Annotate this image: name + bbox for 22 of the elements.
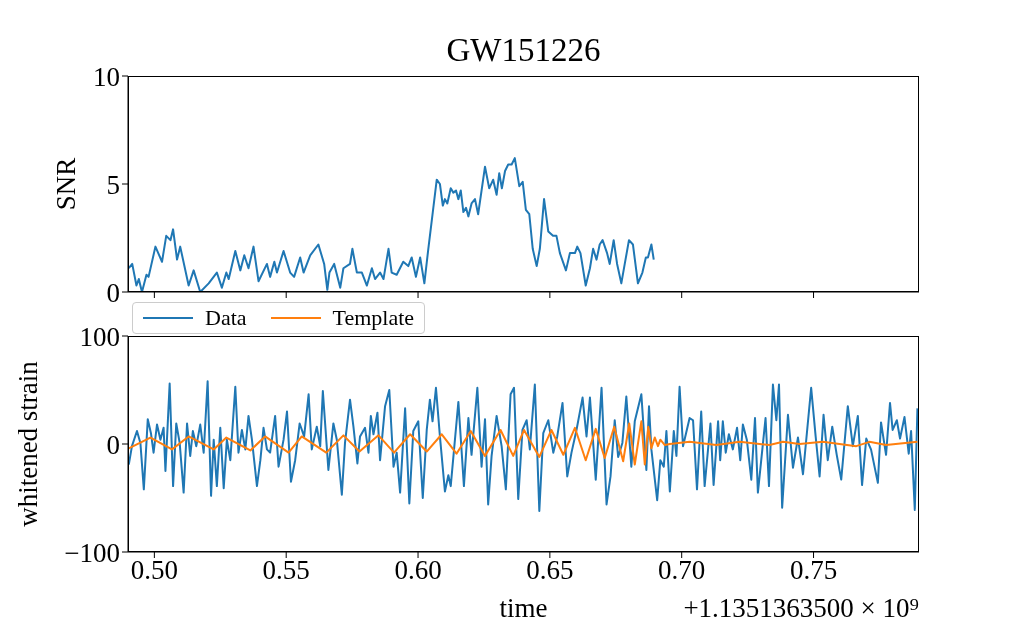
text: +1.1351363500 × 10⁹: [683, 592, 919, 624]
chart-title: GW151226: [445, 31, 602, 70]
y-axis-title: whitened strain: [12, 361, 44, 527]
legend-label: Template: [332, 304, 415, 332]
x-tick-label: 0.50: [130, 555, 178, 586]
y-tick-label: 5: [106, 169, 120, 200]
x-axis-title: time: [498, 592, 549, 624]
y-tick-label: 0: [106, 277, 120, 308]
x-tick-label: 0.70: [658, 555, 706, 586]
y-axis-title: SNR: [50, 157, 82, 211]
legend-label: Data: [205, 304, 247, 332]
line-series: [128, 420, 919, 466]
line-series: [128, 157, 655, 292]
x-tick-label: 0.75: [789, 555, 838, 586]
y-tick-label: −100: [64, 537, 120, 568]
y-tick-label: 100: [79, 321, 120, 352]
line-series: [128, 380, 919, 512]
x-tick-label: 0.65: [526, 555, 574, 586]
x-tick-label: 0.60: [394, 555, 442, 586]
y-tick-label: 0: [106, 429, 120, 460]
y-tick-label: 10: [93, 61, 120, 92]
x-tick-label: 0.55: [262, 555, 310, 586]
